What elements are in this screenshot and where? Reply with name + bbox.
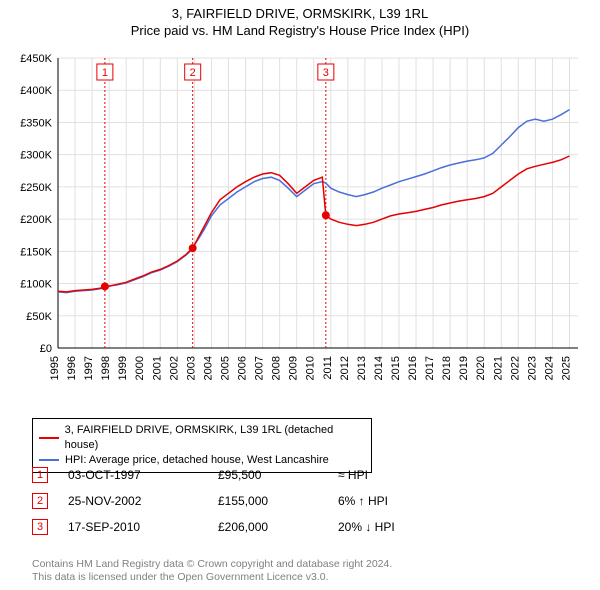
y-tick-label: £200K [20, 214, 52, 226]
x-tick-label: 2004 [202, 356, 214, 380]
x-tick-label: 2015 [390, 356, 402, 380]
x-tick-label: 2008 [271, 356, 283, 380]
x-tick-label: 2018 [441, 356, 453, 380]
x-tick-label: 1996 [66, 356, 78, 380]
sale-row-date: 25-NOV-2002 [68, 494, 218, 508]
y-tick-label: £300K [20, 150, 52, 162]
x-tick-label: 2010 [305, 356, 317, 380]
sale-row-price: £155,000 [218, 494, 338, 508]
y-tick-label: £150K [20, 246, 52, 258]
sale-row-relation: ≈ HPI [338, 468, 368, 482]
chart-svg: 1 2 3 £0 £50K £100K £150K £200K £250K £300K £350K… [8, 48, 592, 408]
chart-subtitle: Price paid vs. HM Land Registry's House … [0, 23, 600, 38]
x-tick-label: 2025 [560, 356, 572, 380]
chart-container: 3, FAIRFIELD DRIVE, ORMSKIRK, L39 1RL Pr… [0, 0, 600, 590]
y-tick-label: £450K [20, 53, 52, 65]
sale-row-relation: 20% ↓ HPI [338, 520, 395, 534]
chart-title: 3, FAIRFIELD DRIVE, ORMSKIRK, L39 1RL [0, 6, 600, 21]
x-tick-label: 2016 [407, 356, 419, 380]
x-tick-label: 1999 [117, 356, 129, 380]
sale-point-3 [322, 211, 330, 219]
legend-row-0: 3, FAIRFIELD DRIVE, ORMSKIRK, L39 1RL (d… [39, 423, 365, 453]
y-tick-label: £350K [20, 117, 52, 129]
x-tick-label: 1998 [100, 356, 112, 380]
x-tick-label: 2002 [168, 356, 180, 380]
x-tick-label: 2012 [339, 356, 351, 380]
x-tick-label: 2001 [151, 356, 163, 380]
legend-label: 3, FAIRFIELD DRIVE, ORMSKIRK, L39 1RL (d… [65, 423, 365, 453]
sale-row-3: 3 17-SEP-2010£206,00020% ↓ HPI [32, 514, 395, 540]
x-tick-label: 2006 [237, 356, 249, 380]
sale-row-relation: 6% ↑ HPI [338, 494, 388, 508]
attribution-line1: Contains HM Land Registry data © Crown c… [32, 558, 392, 571]
y-tick-label: £50K [26, 311, 52, 323]
sale-row-marker: 1 [32, 467, 48, 483]
x-tick-label: 2009 [288, 356, 300, 380]
sale-row-2: 2 25-NOV-2002£155,0006% ↑ HPI [32, 488, 395, 514]
x-tick-label: 2023 [526, 356, 538, 380]
x-tick-label: 2024 [543, 356, 555, 380]
sale-marker-num-2: 2 [190, 67, 196, 79]
x-tick-label: 2022 [509, 356, 521, 380]
legend-swatch [39, 437, 59, 439]
y-tick-label: £0 [40, 343, 52, 355]
sale-row-date: 17-SEP-2010 [68, 520, 218, 534]
x-tick-label: 2014 [373, 356, 385, 380]
sale-marker-num-3: 3 [323, 67, 329, 79]
attribution-line2: This data is licensed under the Open Gov… [32, 571, 392, 584]
x-tick-label: 2005 [219, 356, 231, 380]
y-tick-label: £100K [20, 279, 52, 291]
x-tick-label: 2011 [322, 356, 334, 380]
sale-point-1 [101, 282, 109, 290]
sales-table: 1 03-OCT-1997£95,500≈ HPI 2 25-NOV-2002£155… [32, 462, 395, 540]
sale-row-price: £95,500 [218, 468, 338, 482]
legend-swatch [39, 459, 59, 461]
sale-row-marker: 2 [32, 493, 48, 509]
x-tick-label: 2007 [254, 356, 266, 380]
x-tick-label: 1995 [49, 356, 61, 380]
sale-row-date: 03-OCT-1997 [68, 468, 218, 482]
x-tick-label: 2019 [458, 356, 470, 380]
title-block: 3, FAIRFIELD DRIVE, ORMSKIRK, L39 1RL Pr… [0, 0, 600, 38]
sale-row-marker: 3 [32, 519, 48, 535]
sale-row-1: 1 03-OCT-1997£95,500≈ HPI [32, 462, 395, 488]
x-tick-label: 2021 [492, 356, 504, 380]
sale-row-price: £206,000 [218, 520, 338, 534]
y-tick-label: £250K [20, 182, 52, 194]
x-tick-label: 2020 [475, 356, 487, 380]
sale-marker-num-1: 1 [102, 67, 108, 79]
chart-area: 1 2 3 £0 £50K £100K £150K £200K £250K £300K £350K… [8, 48, 592, 408]
x-tick-label: 2013 [356, 356, 368, 380]
x-tick-label: 2000 [134, 356, 146, 380]
x-tick-label: 2017 [424, 356, 436, 380]
attribution: Contains HM Land Registry data © Crown c… [32, 558, 392, 584]
y-tick-label: £400K [20, 85, 52, 97]
x-tick-label: 1997 [83, 356, 95, 380]
sale-point-2 [189, 244, 197, 252]
x-tick-label: 2003 [185, 356, 197, 380]
